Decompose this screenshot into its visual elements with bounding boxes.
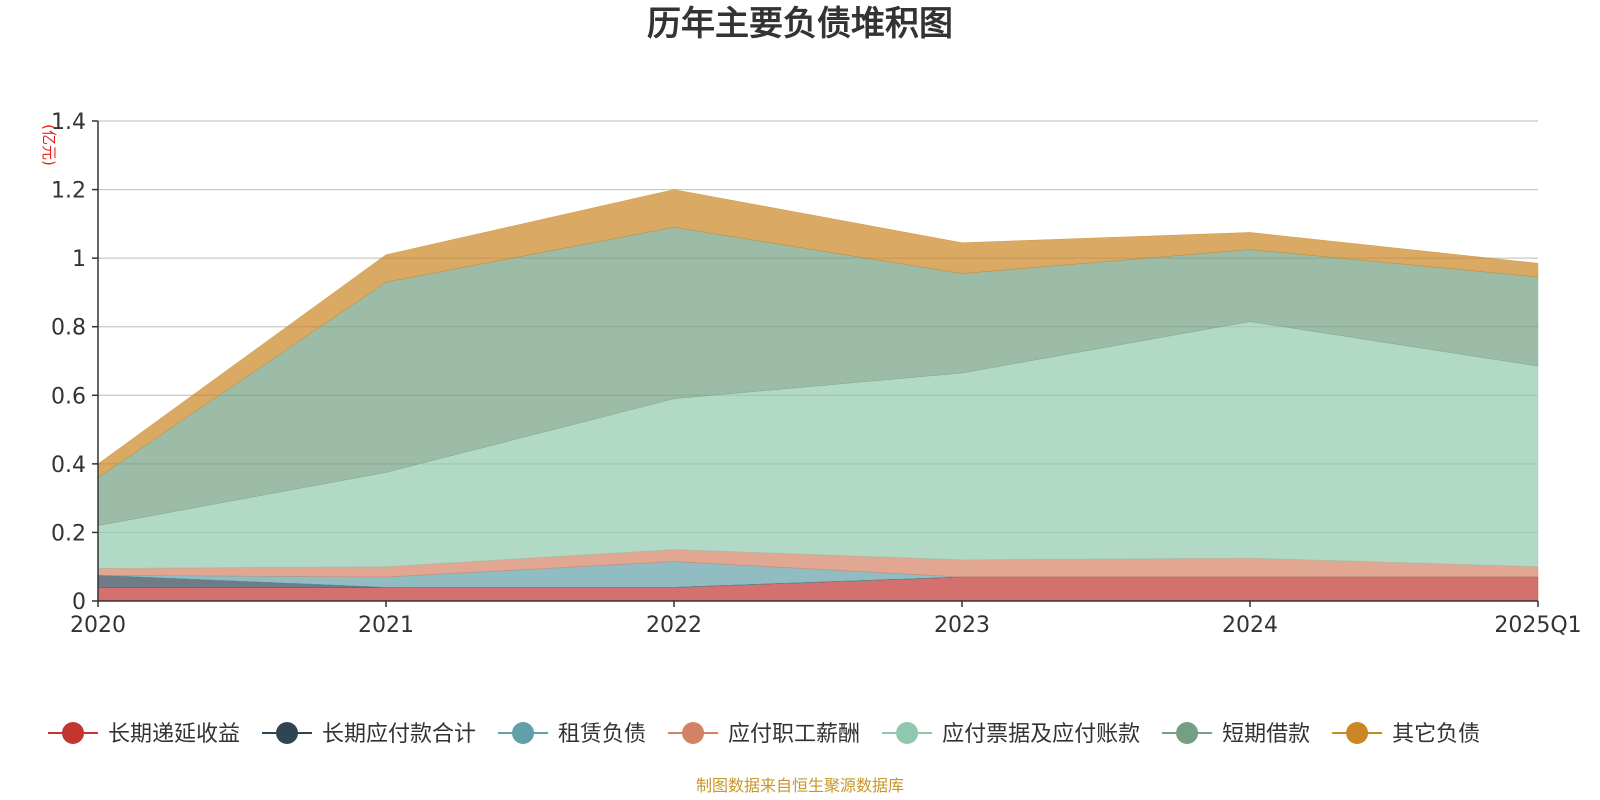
stacked-areas	[97, 189, 1539, 602]
legend-item-5[interactable]: 短期借款	[1162, 722, 1310, 747]
axes: 0 0.2 0.4 0.6 0.8 1 1.2 1.4 2020 2021 2022 2023 2024…	[51, 110, 1582, 638]
y-axis-unit-label: (亿元)	[40, 124, 58, 166]
legend-label: 应付职工薪酬	[728, 722, 860, 747]
legend-label: 租赁负债	[558, 722, 646, 747]
y-tick-label: 0.4	[51, 453, 86, 478]
y-tick-label: 1.2	[51, 179, 86, 204]
x-tick-label: 2023	[934, 613, 990, 638]
x-tick-label: 2021	[358, 613, 414, 638]
y-tick-label: 1.4	[51, 110, 86, 135]
data-source-note: 制图数据来自恒生聚源数据库	[696, 776, 904, 795]
legend-marker-icon	[1346, 722, 1369, 744]
legend-item-3[interactable]: 应付职工薪酬	[668, 722, 860, 747]
legend-marker-icon	[682, 722, 705, 744]
area-series-6	[97, 189, 1539, 479]
y-tick-label: 0	[72, 590, 86, 615]
legend-item-6[interactable]: 其它负债	[1332, 722, 1480, 747]
legend-marker-icon	[1176, 722, 1199, 744]
legend-label: 其它负债	[1392, 722, 1480, 747]
x-tick-label: 2020	[70, 613, 126, 638]
legend-item-4[interactable]: 应付票据及应付账款	[882, 722, 1140, 747]
legend-item-0[interactable]: 长期递延收益	[48, 722, 240, 747]
legend-marker-icon	[62, 722, 84, 744]
y-tick-label: 0.8	[51, 316, 86, 341]
legend-item-2[interactable]: 租赁负债	[498, 722, 646, 747]
x-tick-label: 2022	[646, 613, 702, 638]
legend-label: 应付票据及应付账款	[942, 722, 1140, 747]
legend-item-1[interactable]: 长期应付款合计	[262, 722, 476, 747]
legend: 长期递延收益 长期应付款合计 租赁负债 应付职工薪酬 应付票据及应付账款 短期借款 其它负债	[48, 722, 1480, 747]
x-tick-label: 2024	[1222, 613, 1278, 638]
legend-label: 短期借款	[1222, 722, 1310, 747]
y-tick-label: 0.2	[51, 521, 86, 546]
y-tick-label: 1	[72, 247, 86, 272]
legend-marker-icon	[896, 722, 919, 744]
legend-marker-icon	[276, 722, 299, 744]
x-tick-label: 2025Q1	[1494, 613, 1581, 638]
y-tick-label: 0.6	[51, 384, 86, 409]
legend-label: 长期应付款合计	[322, 722, 476, 747]
legend-label: 长期递延收益	[108, 722, 240, 747]
legend-marker-icon	[512, 722, 535, 744]
chart-title: 历年主要负债堆积图	[647, 4, 953, 44]
